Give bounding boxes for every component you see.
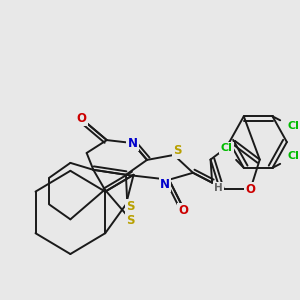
Text: Cl: Cl bbox=[220, 143, 232, 153]
Text: O: O bbox=[77, 112, 87, 125]
Text: S: S bbox=[127, 200, 135, 213]
Text: S: S bbox=[173, 145, 182, 158]
Text: N: N bbox=[128, 136, 138, 150]
Text: N: N bbox=[160, 178, 170, 191]
Text: S: S bbox=[127, 214, 135, 227]
Text: O: O bbox=[245, 183, 255, 196]
Text: Cl: Cl bbox=[288, 121, 299, 131]
Text: H: H bbox=[214, 183, 223, 193]
Text: O: O bbox=[178, 204, 188, 217]
Text: Cl: Cl bbox=[288, 151, 299, 161]
